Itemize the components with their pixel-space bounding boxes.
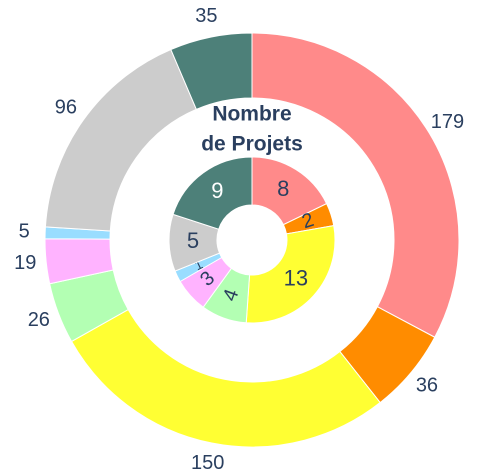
slice-label: 26: [28, 309, 50, 331]
donut-slice: [70, 308, 381, 448]
donut-slice: [251, 32, 460, 338]
chart-title: Nombre: [212, 103, 291, 126]
slice-label: 19: [14, 252, 36, 274]
slice-label: 36: [416, 375, 438, 397]
slice-label: 5: [187, 228, 199, 253]
slice-label: 9: [211, 178, 223, 203]
donut-slice: [251, 156, 328, 226]
slice-label: 35: [195, 5, 217, 27]
slice-label: 5: [19, 220, 30, 242]
donut-slice: [170, 32, 253, 111]
slice-label: 150: [191, 452, 224, 469]
donut-slice: [172, 156, 253, 230]
donut-slice: [44, 48, 197, 232]
slice-label: 179: [431, 111, 464, 133]
slice-label: 8: [277, 176, 289, 201]
slice-label: 96: [55, 97, 77, 119]
chart-title: de Projets: [201, 133, 303, 156]
slice-label: 13: [284, 265, 308, 290]
donut-slice: [245, 225, 336, 324]
